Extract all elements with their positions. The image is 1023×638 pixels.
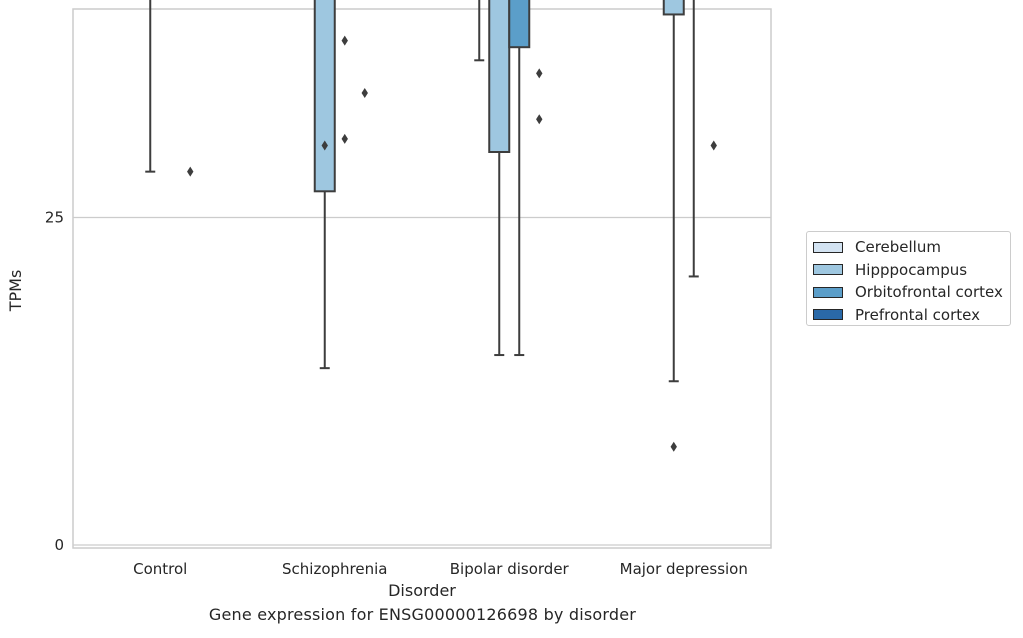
outlier-point	[341, 133, 348, 144]
legend-swatch	[813, 241, 843, 253]
box	[488, 0, 511, 153]
legend-label: Orbitofrontal cortex	[855, 283, 1003, 302]
x-tick-label: Major depression	[620, 560, 748, 578]
outlier-point	[670, 441, 677, 452]
legend-item: Prefrontal cortex	[813, 304, 1010, 327]
y-axis-title: TPMs	[6, 270, 25, 313]
box	[508, 0, 531, 49]
plot-frame	[72, 8, 772, 549]
legend-label: Cerebellum	[855, 238, 941, 257]
legend-item: Orbitofrontal cortex	[813, 281, 1010, 304]
outlier-point	[536, 114, 543, 125]
box	[662, 0, 685, 16]
x-tick-label: Schizophrenia	[282, 560, 387, 578]
y-tick-label: 25	[45, 209, 64, 227]
legend-item: Hipppocampus	[813, 259, 1010, 282]
x-tick-label: Control	[133, 560, 187, 578]
legend-label: Prefrontal cortex	[855, 305, 980, 324]
outlier-point	[710, 140, 717, 151]
outlier-point	[321, 140, 328, 151]
legend-swatch	[813, 264, 843, 276]
outlier-point	[361, 88, 368, 99]
legend-label: Hipppocampus	[855, 260, 968, 279]
legend-swatch	[813, 286, 843, 298]
chart-caption: Gene expression for ENSG00000126698 by d…	[208, 605, 637, 624]
box	[313, 0, 336, 193]
x-axis-title: Disorder	[388, 581, 456, 600]
outlier-point	[341, 35, 348, 46]
x-tick-label: Bipolar disorder	[450, 560, 570, 578]
outlier-point	[536, 68, 543, 79]
legend-item: Cerebellum	[813, 236, 1010, 259]
legend: Cerebellum Hipppocampus Orbitofrontal cort…	[806, 231, 1011, 326]
legend-swatch	[813, 309, 843, 321]
y-tick-label: 0	[54, 536, 64, 554]
outlier-point	[187, 166, 194, 177]
